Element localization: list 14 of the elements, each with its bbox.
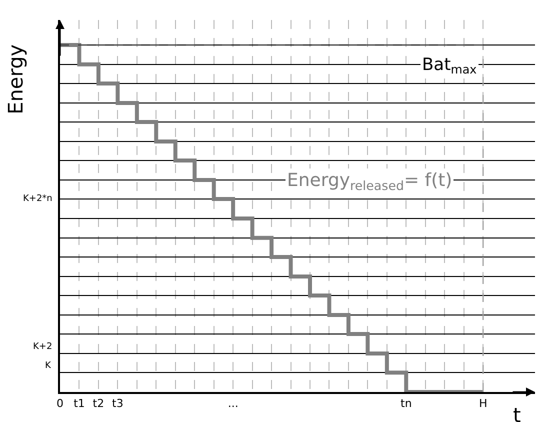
x-tick-label: 0: [56, 396, 64, 410]
text: K+2*n: [23, 194, 52, 204]
y-axis-title: Energy: [3, 44, 28, 114]
x-tick-label: t3: [112, 396, 124, 410]
x-tick-label: t1: [74, 396, 85, 410]
x-tick-label: tn: [400, 396, 412, 410]
x-axis-title: t: [513, 403, 521, 422]
ref-line-label: Bat$_{max}$: [422, 55, 477, 77]
text: K: [45, 361, 52, 371]
x-tick-label: H: [478, 396, 488, 410]
x-tick-label: ...: [228, 396, 238, 410]
text: Energy$_{released}$= f(t): [287, 170, 452, 193]
text: K+2: [33, 342, 52, 352]
x-tick-label: t2: [92, 396, 104, 410]
